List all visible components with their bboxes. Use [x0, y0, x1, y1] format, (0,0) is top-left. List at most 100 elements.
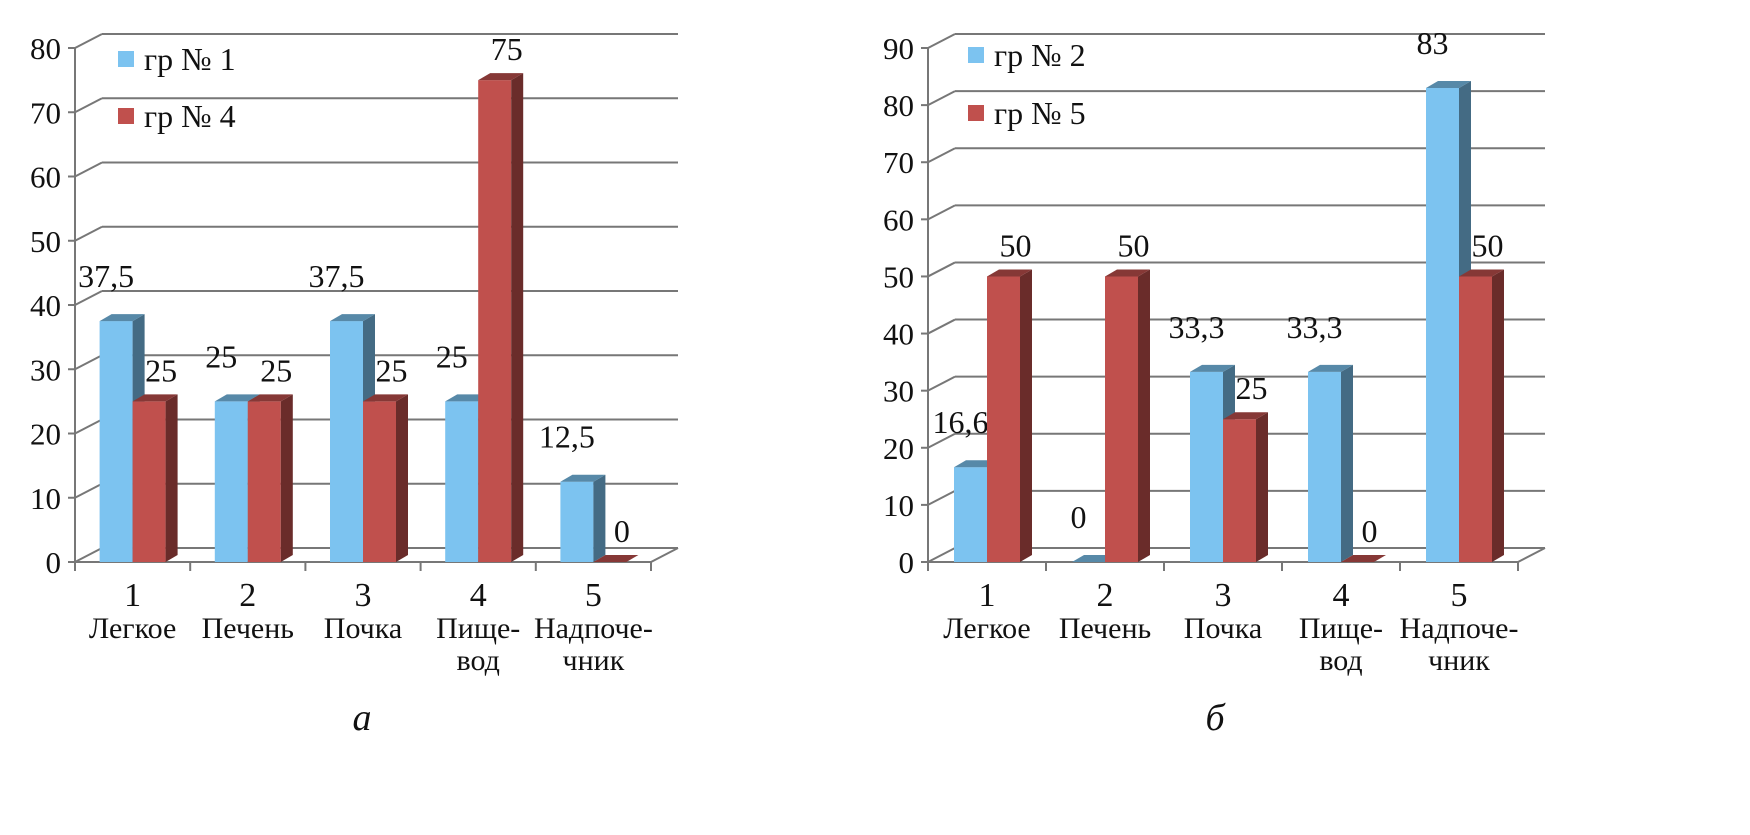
panel-label: б — [1205, 697, 1226, 739]
data-label: 83 — [1417, 25, 1449, 61]
bar-front — [954, 467, 987, 562]
bar-2-2-4 — [1341, 555, 1386, 562]
y-tick-label: 60 — [30, 160, 61, 195]
floor-edge — [1517, 547, 1546, 563]
gridline-depth — [927, 375, 956, 392]
category-name: Пище- — [436, 612, 520, 645]
data-label: 25 — [1236, 370, 1268, 406]
bar-front — [330, 321, 363, 562]
category-number: 4 — [1333, 577, 1350, 614]
bar-top — [593, 555, 639, 562]
gridline-depth — [927, 147, 956, 164]
data-label: 25 — [205, 338, 237, 374]
y-tick-label: 40 — [883, 317, 914, 352]
data-label: 25 — [145, 352, 177, 388]
category-name: Легкое — [943, 612, 1031, 645]
legend-label: гр № 5 — [994, 95, 1086, 131]
bar-2-2-2 — [1105, 269, 1150, 562]
gridline-depth — [74, 225, 103, 242]
legend-label: гр № 4 — [144, 98, 236, 134]
bar-front — [132, 401, 166, 562]
category-name: Надпоче- — [1400, 612, 1519, 645]
y-tick-label: 30 — [883, 374, 914, 409]
bar-top — [1105, 269, 1150, 277]
bar-side — [511, 73, 524, 562]
bar-top — [478, 73, 524, 81]
y-tick-label: 20 — [883, 431, 914, 466]
bar-top — [1426, 80, 1471, 88]
data-label: 12,5 — [539, 419, 595, 455]
category-number: 2 — [239, 577, 256, 614]
bar-side — [1138, 269, 1150, 562]
bar-front — [478, 80, 512, 562]
y-tick-label: 40 — [30, 288, 61, 323]
data-label: 25 — [260, 352, 292, 388]
data-label: 25 — [376, 352, 408, 388]
category-number: 3 — [355, 577, 372, 614]
bar-front — [445, 401, 479, 562]
gridline-depth — [74, 161, 103, 178]
data-label: 33,3 — [1169, 309, 1225, 345]
category-number: 5 — [585, 577, 602, 614]
bar-front — [1223, 419, 1256, 562]
data-label: 37,5 — [78, 258, 134, 294]
y-tick-label: 80 — [883, 88, 914, 123]
gridline-depth — [74, 354, 103, 371]
category-name: Печень — [202, 612, 294, 645]
category-name: Легкое — [89, 612, 177, 645]
bar-side — [593, 474, 606, 562]
bar-2-1-4 — [1308, 364, 1353, 562]
bar-side — [280, 394, 293, 562]
bar-2-2-5 — [1459, 269, 1504, 562]
bar-front — [560, 481, 594, 562]
panel-label: а — [353, 697, 372, 739]
category-number: 1 — [979, 577, 996, 614]
bar-top — [987, 269, 1032, 277]
data-label: 50 — [1000, 227, 1032, 263]
category-number: 3 — [1215, 577, 1232, 614]
gridline-depth — [927, 204, 956, 221]
data-label: 37,5 — [309, 258, 365, 294]
y-tick-label: 80 — [30, 31, 61, 66]
gridline-depth — [74, 97, 103, 114]
gridline-depth — [927, 261, 956, 278]
bar-front — [247, 401, 281, 562]
data-label: 0 — [614, 513, 630, 549]
category-name: Почка — [1184, 612, 1262, 645]
y-tick-label: 10 — [883, 488, 914, 523]
bar-front — [363, 401, 396, 562]
y-tick-label: 70 — [30, 95, 61, 130]
category-name: чник — [1428, 644, 1490, 677]
bar-top — [247, 394, 293, 402]
y-tick-label: 70 — [883, 145, 914, 180]
bar-top — [1308, 364, 1353, 372]
y-tick-label: 0 — [899, 545, 915, 580]
bar-top — [214, 394, 260, 402]
data-label: 0 — [1071, 499, 1087, 535]
bar-1-2-3 — [363, 394, 408, 562]
y-tick-label: 20 — [30, 417, 61, 452]
gridline-depth — [927, 490, 956, 506]
bar-top — [132, 394, 178, 402]
data-label: 16,6 — [933, 404, 989, 440]
category-name: Печень — [1059, 612, 1151, 645]
bar-top — [1190, 364, 1235, 372]
gridline-depth — [927, 90, 956, 106]
gridline-depth — [927, 318, 956, 335]
category-number: 2 — [1097, 577, 1114, 614]
bar-front — [214, 401, 248, 562]
bar-front — [1190, 371, 1223, 562]
chart-panel-2: 010203040506070809016,6501Легкое0502Пече… — [883, 25, 1546, 739]
gridline-depth — [74, 290, 103, 306]
bar-1-2-4 — [478, 73, 524, 562]
y-tick-label: 10 — [30, 481, 61, 516]
bar-1-1-5 — [560, 474, 606, 562]
bar-top — [330, 314, 375, 322]
bar-top — [1341, 555, 1386, 562]
category-name: Надпоче- — [534, 612, 653, 645]
category-name: Почка — [324, 612, 402, 645]
legend-swatch — [118, 51, 134, 67]
gridline-depth — [927, 547, 956, 563]
floor-edge — [650, 547, 679, 563]
